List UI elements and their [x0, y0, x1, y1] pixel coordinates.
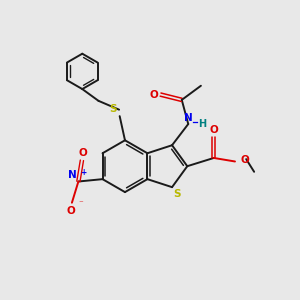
Text: S: S [174, 189, 181, 199]
Text: S: S [110, 104, 117, 114]
Text: +: + [80, 168, 86, 177]
Text: N: N [68, 170, 77, 180]
Text: O: O [78, 148, 87, 158]
Text: H: H [198, 119, 206, 129]
Text: O: O [240, 155, 249, 165]
Text: O: O [67, 206, 76, 216]
Text: N: N [184, 113, 193, 123]
Text: ⁻: ⁻ [78, 200, 83, 208]
Text: O: O [149, 90, 158, 100]
Text: O: O [209, 125, 218, 135]
